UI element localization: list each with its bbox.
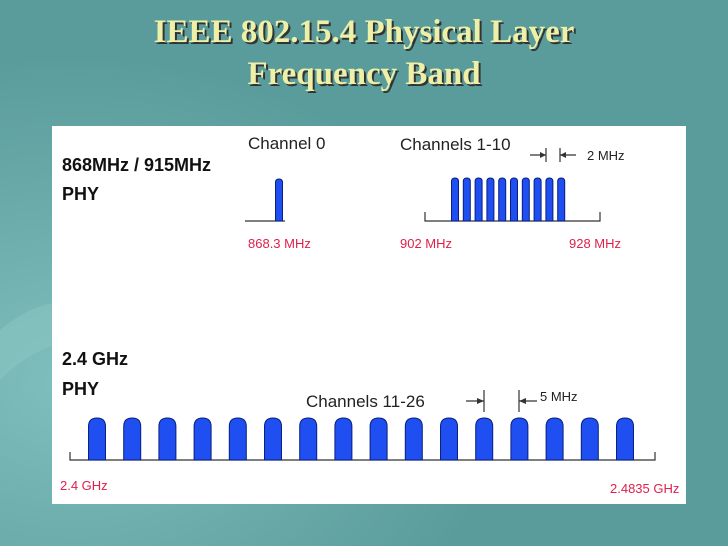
channel-pulse: [462, 177, 471, 222]
channel-pulse: [369, 417, 388, 461]
channel-pulse: [521, 177, 530, 222]
channel-pulse: [475, 417, 494, 461]
channel-pulse: [510, 417, 529, 461]
channel-pulse: [533, 177, 542, 222]
freq-label: 868.3 MHz: [248, 236, 311, 251]
diagram: 868MHz / 915MHz PHY Channel 0 Channels 1…: [60, 134, 679, 496]
panel: [52, 126, 686, 504]
channel-pulse: [474, 177, 483, 222]
spacing-label: 5 MHz: [540, 389, 578, 404]
title: IEEE 802.15.4 Physical Layer: [154, 14, 575, 50]
channel-pulse: [404, 417, 423, 461]
channel-label: Channels 11-26: [306, 392, 425, 411]
phy-label: PHY: [62, 379, 99, 399]
channel-pulse: [616, 417, 634, 461]
channel-pulse: [510, 177, 518, 222]
spacing-label: 2 MHz: [587, 148, 625, 163]
channel-pulse: [545, 177, 554, 222]
channel-pulse: [228, 417, 247, 461]
channel-pulse: [264, 417, 282, 461]
channel-label: Channels 1-10: [400, 135, 511, 154]
channel-pulse: [193, 417, 212, 461]
channel-pulse: [486, 177, 495, 222]
channel-pulse: [451, 177, 459, 222]
channel-label: Channel 0: [248, 134, 326, 153]
phy-label: 2.4 GHz: [62, 349, 128, 369]
title: Frequency Band: [247, 56, 480, 92]
channel-pulse: [440, 417, 458, 461]
channel-pulse: [557, 177, 566, 222]
axis: [69, 452, 656, 461]
arrow-head: [540, 152, 566, 158]
channel-pulse: [498, 177, 507, 222]
channel-pulse: [299, 417, 318, 461]
freq-label: 902 MHz: [400, 236, 452, 251]
freq-label: 2.4 GHz: [60, 478, 108, 493]
channel-pulse: [545, 417, 564, 461]
channel-pulse: [275, 178, 283, 222]
phy-label: PHY: [62, 184, 99, 204]
channel-pulse: [88, 417, 106, 461]
freq-label: 928 MHz: [569, 236, 621, 251]
freq-label: 2.4835 GHz: [610, 481, 679, 496]
channel-pulse: [158, 417, 177, 461]
channel-pulse: [580, 417, 599, 461]
phy-label: 868MHz / 915MHz: [62, 155, 211, 175]
channel-pulse: [123, 417, 142, 461]
channel-pulse: [334, 417, 353, 461]
